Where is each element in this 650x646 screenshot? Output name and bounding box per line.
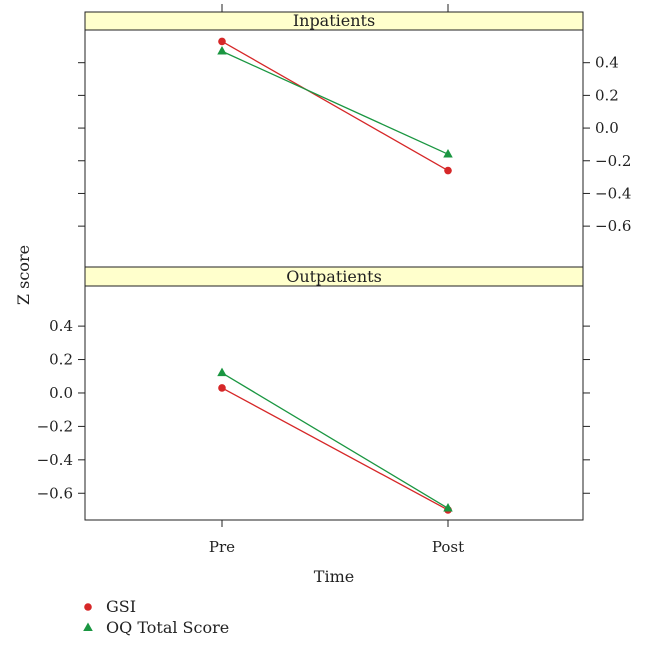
panel-frame-inpatients: [84, 29, 584, 268]
strip-label-inpatients: Inpatients: [293, 11, 375, 30]
y-tick-label: 0.2: [49, 351, 73, 369]
panels: Inpatients0.40.20.0−0.2−0.4−0.6Outpatien…: [37, 4, 631, 556]
point-oq-total-score-post: [443, 503, 453, 512]
strip-label-outpatients: Outpatients: [286, 267, 382, 286]
point-gsi-post: [444, 166, 452, 175]
series-line-oq-total-score: [221, 372, 449, 509]
y-tick-label: 0.4: [49, 317, 73, 335]
legend: GSI OQ Total Score: [83, 597, 229, 637]
panel-outpatients: Outpatients 0.4 0.2 0.0 −0.2 −0.4 −0.6: [37, 266, 590, 521]
point-oq-total-score-pre: [217, 367, 227, 377]
legend-label-gsi: GSI: [106, 597, 136, 616]
series-oq-total-score: [217, 367, 453, 512]
series-gsi: [218, 37, 452, 175]
point-oq-total-score-pre: [217, 45, 227, 55]
y-tick-label: −0.2: [595, 152, 631, 170]
x-tick-label-pre: Pre: [209, 538, 235, 556]
y-tick-label: −0.4: [37, 451, 73, 469]
y-tick-label: 0.0: [595, 119, 619, 137]
legend-label-oq-total-score: OQ Total Score: [106, 618, 229, 637]
panel-inpatients: Inpatients 0.4 0.2 0.0 −0.2 −0.4 −0.6: [78, 11, 631, 268]
series-gsi: [218, 384, 452, 514]
y-tick-label: −0.6: [37, 484, 73, 502]
series-oq-total-score: [217, 45, 453, 158]
legend-marker-oq-total-score: [83, 622, 93, 631]
series-line-oq-total-score: [221, 50, 449, 155]
y-tick-label: −0.6: [595, 217, 631, 235]
panel-frame-outpatients: [84, 285, 584, 521]
point-gsi-pre: [218, 37, 226, 46]
point-oq-total-score-post: [443, 148, 453, 158]
point-gsi-pre: [218, 384, 226, 392]
legend-marker-gsi: [84, 603, 92, 611]
series-line-gsi: [221, 387, 449, 511]
y-tick-label: −0.2: [37, 417, 73, 435]
x-axis-title: Time: [314, 567, 354, 586]
y-tick-label: 0.0: [49, 384, 73, 402]
y-tick-label: −0.4: [595, 184, 631, 202]
y-tick-label: 0.2: [595, 86, 619, 104]
series-line-gsi: [221, 40, 449, 172]
y-axis-title: Z score: [14, 245, 33, 305]
x-tick-label-post: Post: [432, 538, 464, 556]
y-tick-label: 0.4: [595, 54, 619, 72]
